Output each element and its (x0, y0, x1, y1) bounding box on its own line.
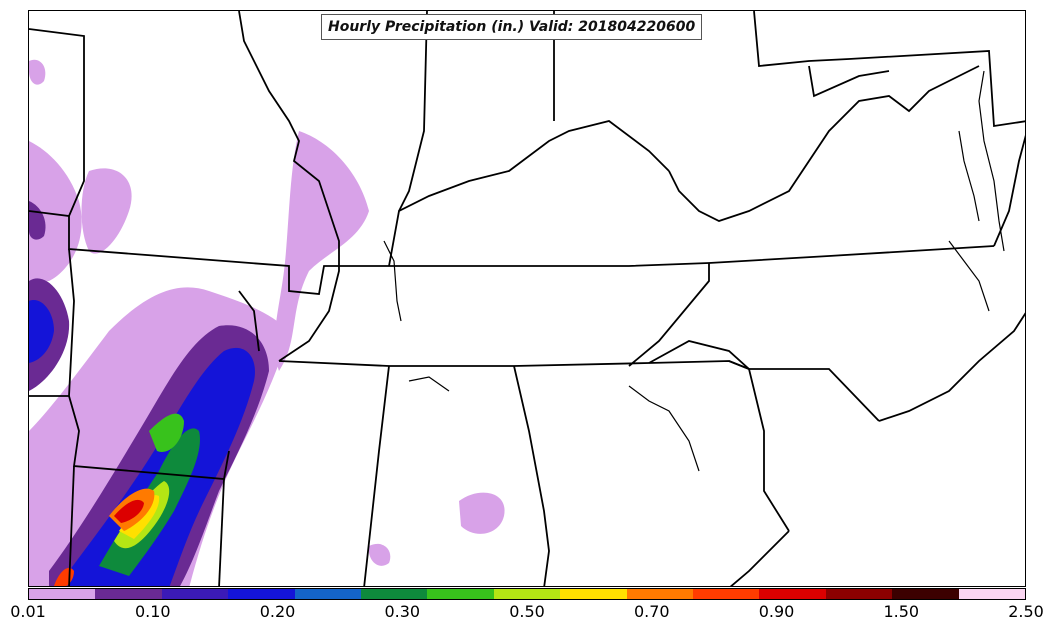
precipitation-colorbar (28, 588, 1026, 600)
precip-area-green (149, 413, 184, 452)
map-panel (28, 10, 1026, 587)
colorbar-tick-label: 1.50 (883, 602, 920, 621)
colorbar-segment (759, 589, 826, 599)
colorbar-segment (825, 589, 893, 599)
map-title: Hourly Precipitation (in.) Valid: 201804… (321, 14, 703, 40)
precip-area-light (368, 543, 391, 566)
colorbar-tick-label: 0.50 (509, 602, 545, 621)
precip-area-light (29, 59, 46, 85)
precip-area-light (81, 168, 132, 254)
colorbar-tick-label: 0.01 (10, 602, 46, 621)
precip-area-light (274, 131, 369, 371)
colorbar-tick-labels: 0.01 0.10 0.20 0.30 0.50 0.70 0.90 1.50 2.50 (0, 602, 1054, 626)
colorbar-tick-label: 0.20 (259, 602, 296, 621)
precipitation-map (29, 11, 1025, 586)
colorbar-segment (560, 589, 627, 599)
colorbar-segment (361, 589, 428, 599)
colorbar-segment (29, 589, 96, 599)
colorbar-segment (161, 589, 229, 599)
precip-area-blue (29, 300, 54, 363)
colorbar-segment (228, 589, 295, 599)
colorbar-tick-label: 0.70 (633, 602, 670, 621)
colorbar-tick-label: 0.90 (758, 602, 795, 621)
colorbar-segment (693, 589, 760, 599)
colorbar-segment (892, 589, 959, 599)
colorbar-segment (427, 589, 494, 599)
colorbar-tick-label: 0.30 (384, 602, 421, 621)
precip-area-red (114, 499, 144, 523)
colorbar-tick-label: 2.50 (1008, 602, 1044, 621)
precip-area-light (459, 492, 505, 534)
colorbar-segment (493, 589, 561, 599)
colorbar-tick-label: 0.10 (134, 602, 171, 621)
colorbar-segment (958, 589, 1026, 599)
coastline (383, 70, 1005, 472)
colorbar-segment (626, 589, 694, 599)
colorbar-segment (95, 589, 162, 599)
precipitation-field (29, 59, 505, 586)
colorbar-segment (294, 589, 362, 599)
state-boundaries (29, 11, 1025, 586)
